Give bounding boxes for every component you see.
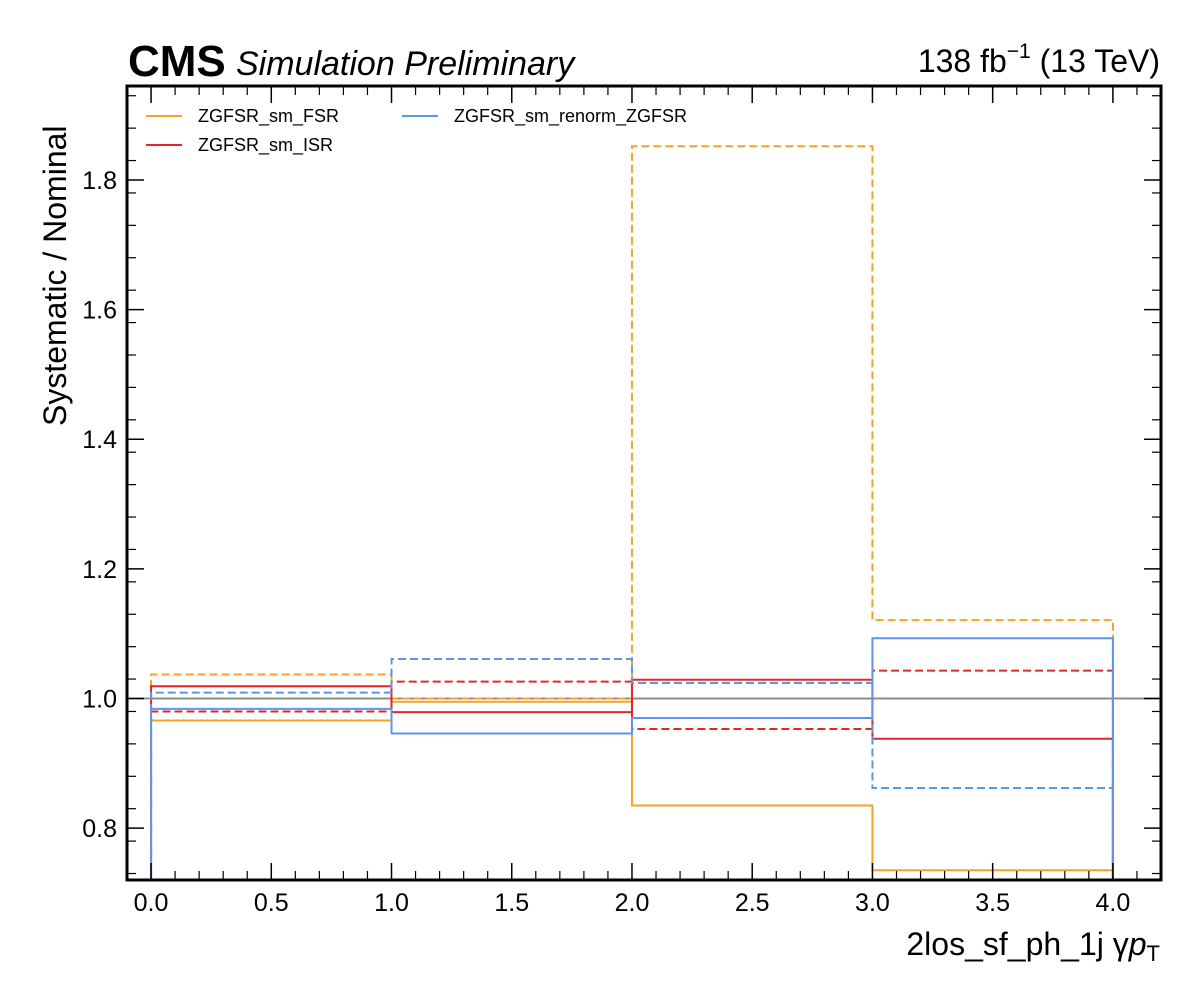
x-tick-label: 0.5: [254, 889, 289, 917]
series-zgfsr-sm-isr-down: [150, 678, 1114, 880]
x-axis-title-sub: T: [1147, 941, 1160, 966]
series-zgfsr-sm-renorm-zgfsr-up: [150, 657, 1114, 880]
series-zgfsr-sm-renorm-zgfsr-down: [150, 637, 1114, 880]
legend-label: ZGFSR_sm_FSR: [198, 106, 339, 127]
x-tick-label: 1.5: [494, 889, 529, 917]
lumi-exponent: −1: [1007, 40, 1031, 63]
plot-frame: [125, 84, 1163, 882]
x-axis-title-var: p: [1128, 926, 1147, 962]
series-zgfsr-sm-fsr-up: [150, 145, 1114, 880]
y-tick-label: 1.4: [82, 426, 117, 454]
y-tick-label: 1.2: [82, 556, 117, 584]
x-tick-label: 2.0: [615, 889, 650, 917]
y-tick-label: 1.0: [82, 686, 117, 714]
y-tick-label: 0.8: [82, 815, 117, 843]
y-tick-label: 1.6: [82, 297, 117, 325]
x-tick-label: 4.0: [1096, 889, 1131, 917]
x-axis-title-main: 2los_sf_ph_1j γ: [906, 926, 1128, 962]
x-axis-title: 2los_sf_ph_1j γpT: [906, 926, 1160, 966]
legend-label: ZGFSR_sm_renorm_ZGFSR: [454, 106, 687, 127]
plot-area: 0.0 0.5 1.0 1.5 2.0 2.5 3.0 3.5 4.0 0.8 1.0 1.2 1.4 1…: [82, 84, 1163, 917]
status-label: Simulation Preliminary: [236, 45, 576, 83]
x-tick-label: 1.0: [374, 889, 409, 917]
lumi-value: 138 fb: [918, 43, 1007, 79]
x-tick-label: 3.0: [855, 889, 890, 917]
x-tick-label: 2.5: [735, 889, 770, 917]
lumi-energy: (13 TeV): [1031, 43, 1160, 79]
lumi-label: 138 fb−1 (13 TeV): [918, 40, 1160, 79]
plot-series-group: [127, 145, 1161, 880]
y-axis-title: Systematic / Nominal: [37, 125, 73, 426]
cms-label: CMS: [128, 37, 226, 86]
y-tick-label: 1.8: [82, 167, 117, 195]
x-tick-label: 0.0: [134, 889, 169, 917]
x-tick-label: 3.5: [975, 889, 1010, 917]
legend-label: ZGFSR_sm_ISR: [198, 135, 333, 156]
